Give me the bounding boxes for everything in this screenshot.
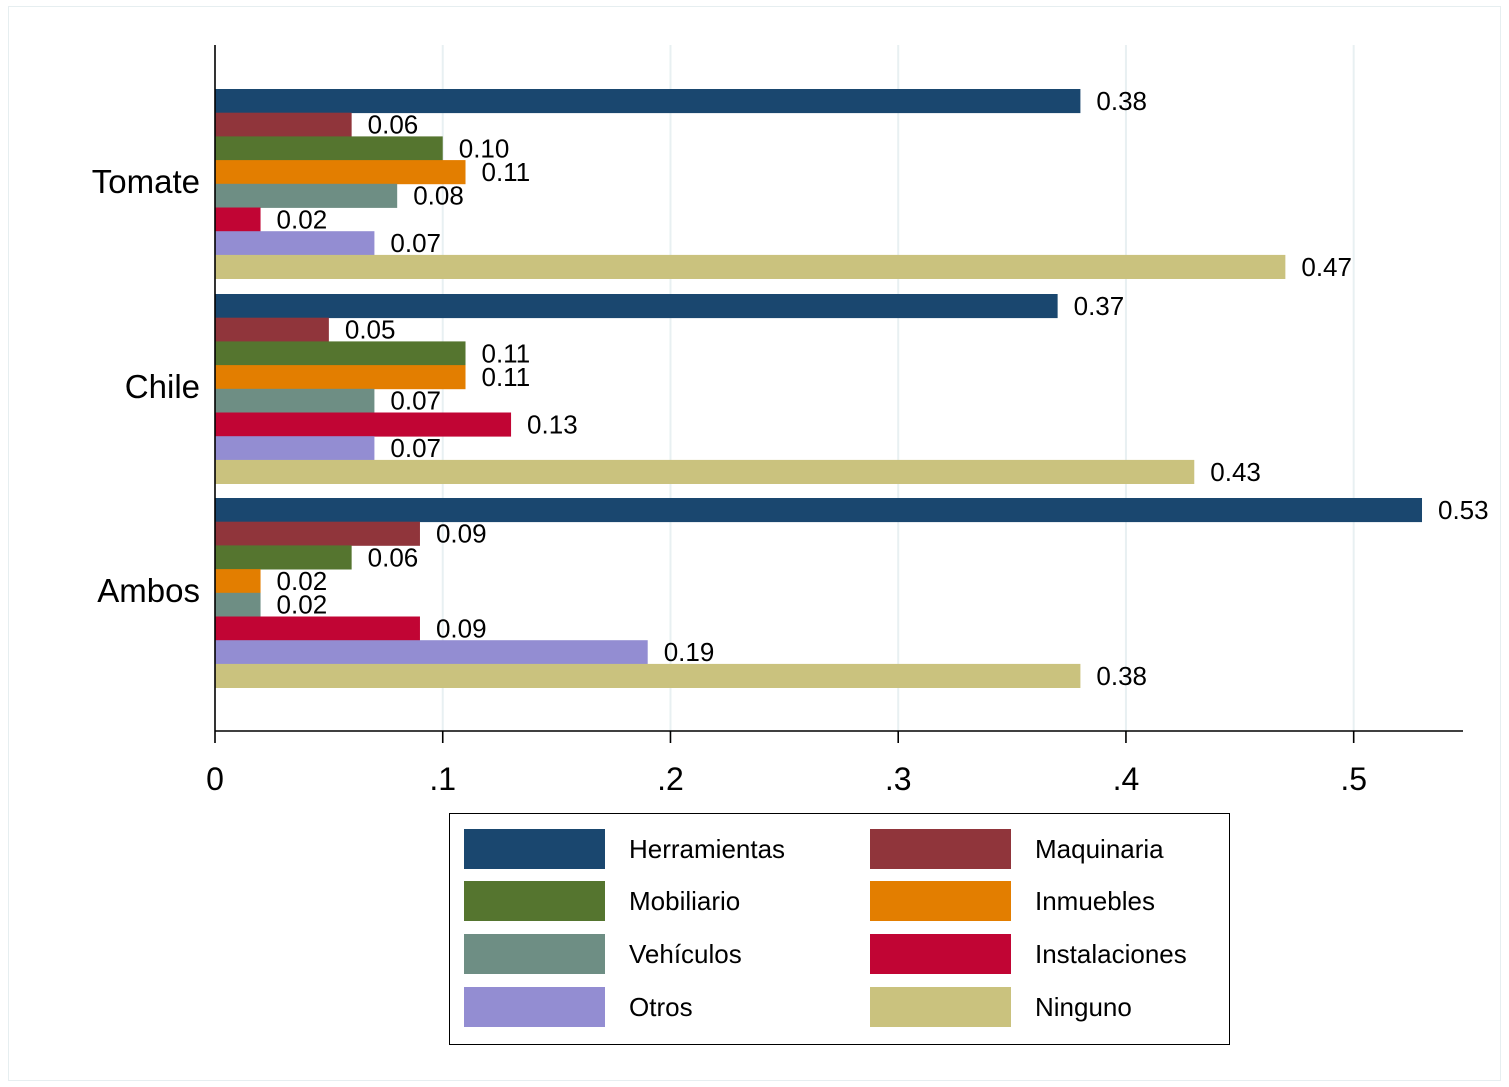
data-label: 0.06	[368, 542, 419, 572]
data-label: 0.07	[390, 386, 441, 416]
bar	[215, 136, 443, 161]
bar	[215, 341, 466, 366]
bar	[215, 498, 1423, 523]
legend-label: Herramientas	[629, 833, 786, 864]
legend-label: Instalaciones	[1035, 938, 1187, 969]
x-tick-label: .1	[429, 761, 456, 797]
bar	[215, 569, 261, 594]
chart-legend: Herramientas Maquinaria Mobiliario Inmueble…	[449, 813, 1230, 1045]
data-label: 0.37	[1074, 291, 1125, 321]
legend-swatch	[870, 934, 1011, 974]
data-label: 0.02	[277, 590, 328, 620]
legend-label: Otros	[629, 991, 693, 1022]
y-tick-label: Chile	[125, 368, 200, 405]
data-label: 0.05	[345, 315, 396, 345]
bar	[215, 254, 1286, 279]
bar	[215, 459, 1195, 484]
data-label: 0.11	[482, 157, 531, 187]
y-tick-label: Tomate	[92, 163, 200, 200]
legend-swatch	[870, 987, 1011, 1027]
x-tick-label: .4	[1113, 761, 1140, 797]
bar	[215, 294, 1058, 319]
bar	[215, 436, 375, 461]
legend-label: Vehículos	[629, 938, 742, 969]
data-label: 0.19	[664, 637, 715, 667]
legend-swatch	[870, 829, 1011, 869]
legend-swatch	[870, 881, 1011, 921]
data-label: 0.08	[413, 181, 464, 211]
bar	[215, 365, 466, 390]
bar	[215, 640, 648, 665]
data-label: 0.38	[1096, 661, 1147, 691]
bar	[215, 592, 261, 617]
legend-item: Mobiliario	[464, 881, 740, 921]
bar	[215, 89, 1081, 114]
bar	[215, 616, 420, 641]
data-label: 0.10	[459, 133, 510, 163]
legend-item: Maquinaria	[870, 829, 1164, 869]
bar	[215, 231, 375, 256]
legend-label: Inmuebles	[1035, 885, 1155, 916]
data-label: 0.09	[436, 519, 487, 549]
data-label: 0.43	[1210, 457, 1261, 487]
data-label: 0.38	[1096, 86, 1147, 116]
bar	[215, 317, 329, 342]
legend-item: Otros	[464, 987, 693, 1027]
bar	[215, 112, 352, 137]
legend-swatch	[464, 829, 605, 869]
legend-swatch	[464, 881, 605, 921]
legend-item: Vehículos	[464, 934, 742, 974]
data-label: 0.09	[436, 613, 487, 643]
bar	[215, 521, 420, 546]
legend-swatch	[464, 934, 605, 974]
legend-item: Instalaciones	[870, 934, 1187, 974]
data-label: 0.13	[527, 409, 578, 439]
data-label: 0.02	[277, 204, 328, 234]
data-label: 0.47	[1301, 252, 1352, 282]
legend-item: Herramientas	[464, 829, 785, 869]
data-label: 0.02	[277, 566, 328, 596]
bar	[215, 663, 1081, 688]
data-label: 0.06	[368, 110, 419, 140]
bar	[215, 412, 512, 437]
data-label: 0.11	[482, 338, 531, 368]
x-tick-label: .2	[657, 761, 684, 797]
legend-label: Ninguno	[1035, 991, 1132, 1022]
bar	[215, 388, 375, 413]
bar	[215, 183, 398, 208]
legend-item: Inmuebles	[870, 881, 1155, 921]
x-tick-label: .3	[885, 761, 912, 797]
legend-label: Mobiliario	[629, 885, 741, 916]
legend-item: Ninguno	[870, 987, 1132, 1027]
legend-label: Maquinaria	[1035, 833, 1164, 864]
data-label: 0.53	[1438, 495, 1489, 525]
y-tick-label: Ambos	[97, 572, 200, 609]
data-label: 0.11	[482, 362, 531, 392]
x-tick-label: .5	[1340, 761, 1367, 797]
bar	[215, 545, 352, 570]
bar	[215, 160, 466, 185]
data-label: 0.07	[390, 228, 441, 258]
legend-swatch	[464, 987, 605, 1027]
x-tick-label: 0	[206, 761, 224, 797]
bar	[215, 207, 261, 232]
data-label: 0.07	[390, 433, 441, 463]
